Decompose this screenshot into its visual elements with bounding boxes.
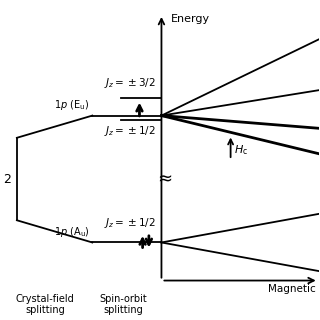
Text: Magnetic: Magnetic	[268, 284, 316, 294]
Text: $H_\mathregular{c}$: $H_\mathregular{c}$	[234, 143, 248, 157]
Text: ≈: ≈	[157, 170, 172, 188]
Text: Energy: Energy	[171, 14, 210, 24]
Text: Crystal-field
splitting: Crystal-field splitting	[16, 294, 75, 316]
Text: $J_z = \pm1/2$: $J_z = \pm1/2$	[104, 124, 155, 138]
Text: $J_z = \pm3/2$: $J_z = \pm3/2$	[104, 76, 155, 90]
Text: Spin-orbit
splitting: Spin-orbit splitting	[100, 294, 148, 316]
Text: $J_z = \pm1/2$: $J_z = \pm1/2$	[104, 216, 155, 230]
Text: $1p$ (E$_\mathregular{u}$): $1p$ (E$_\mathregular{u}$)	[54, 98, 89, 112]
Text: 2: 2	[3, 172, 11, 186]
Text: $1p$ (A$_\mathregular{u}$): $1p$ (A$_\mathregular{u}$)	[53, 225, 89, 239]
